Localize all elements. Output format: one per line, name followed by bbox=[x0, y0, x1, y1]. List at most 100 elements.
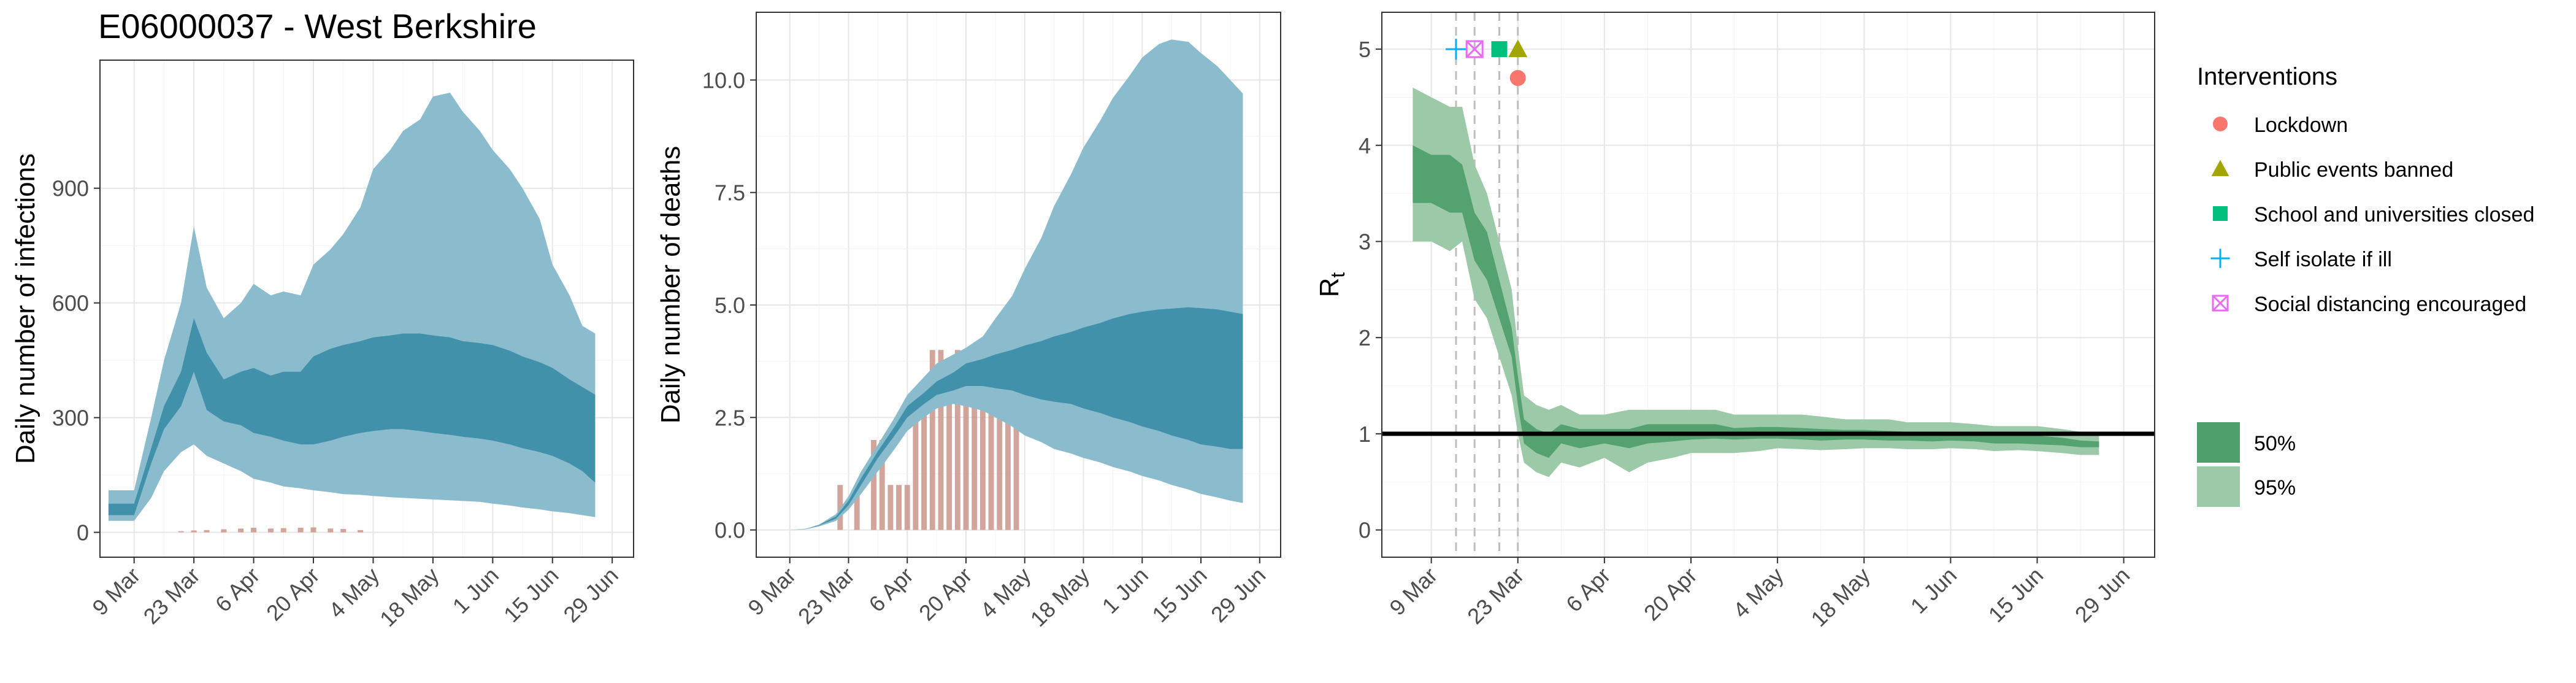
observed-bar bbox=[946, 395, 953, 530]
observed-bar bbox=[997, 350, 1003, 530]
legend-title: Interventions bbox=[2197, 63, 2337, 90]
panel-deaths-border bbox=[756, 12, 1281, 558]
observed-bar bbox=[954, 350, 960, 530]
figure-title: E06000037 - West Berkshire bbox=[98, 7, 537, 45]
x-tick-label: 1 Jun bbox=[1906, 563, 1961, 619]
x-tick-label: 9 Mar bbox=[1384, 563, 1442, 620]
legend-band-label: 95% bbox=[2254, 476, 2296, 500]
legend: Interventions Lockdown Public events bann… bbox=[2197, 63, 2534, 507]
observed-bar bbox=[267, 528, 274, 533]
x-tick-label: 29 Jun bbox=[558, 563, 623, 627]
y-tick-label: 10.0 bbox=[702, 68, 745, 93]
x-tick-label: 20 Apr bbox=[914, 563, 977, 626]
observed-bar bbox=[896, 485, 902, 530]
y-tick-label: 300 bbox=[52, 406, 89, 431]
marker-plus bbox=[1446, 39, 1466, 60]
x-tick-label: 20 Apr bbox=[1639, 563, 1702, 626]
panel-rt-x-axis: 9 Mar 23 Mar 6 Apr 20 Apr 4 May 18 May 1 Jun 15… bbox=[1384, 557, 2134, 631]
legend-band-swatch bbox=[2197, 466, 2240, 507]
panel-rt-y-label-sub: t bbox=[1327, 272, 1349, 278]
x-tick-label: 6 Apr bbox=[1561, 563, 1615, 617]
legend-item-label: Public events banned bbox=[2254, 158, 2453, 182]
x-tick-label: 23 Mar bbox=[1462, 563, 1528, 629]
band-50pct bbox=[764, 307, 1243, 530]
observed-bar bbox=[297, 528, 304, 533]
band-50pct bbox=[108, 318, 596, 515]
legend-band-swatch bbox=[2197, 422, 2240, 463]
y-tick-label: 3 bbox=[1359, 229, 1371, 254]
legend-icon-square bbox=[2213, 206, 2228, 221]
panel-rt-y-label: Rt bbox=[1314, 272, 1349, 298]
panel-rt-background bbox=[1382, 12, 2155, 557]
observed-bar bbox=[979, 395, 986, 530]
legend-item-label: Lockdown bbox=[2254, 114, 2348, 137]
y-tick-label: 5 bbox=[1359, 37, 1371, 62]
x-tick-label: 20 Apr bbox=[261, 563, 324, 626]
observed-bar bbox=[854, 485, 860, 530]
y-tick-label: 1 bbox=[1359, 422, 1371, 447]
marker-triangle bbox=[1508, 39, 1528, 58]
x-tick-label: 29 Jun bbox=[2070, 563, 2134, 627]
panel-infections-border bbox=[99, 60, 634, 558]
observed-bar bbox=[178, 531, 184, 533]
y-tick-label: 900 bbox=[52, 176, 89, 201]
legend-icon-triangle bbox=[2211, 160, 2229, 176]
observed-bar bbox=[921, 395, 927, 530]
observed-bar bbox=[280, 528, 286, 533]
panel-rt: 0 1 2 3 4 5 9 Mar 23 Mar 6 Apr 20 Apr 4 May 18 May… bbox=[1314, 12, 2155, 631]
observed-bar bbox=[204, 530, 210, 533]
observed-bar bbox=[310, 527, 316, 533]
y-tick-label: 0.0 bbox=[715, 518, 745, 543]
observed-bar bbox=[913, 395, 919, 530]
observed-bar bbox=[879, 439, 885, 530]
panel-rt-y-axis: 0 1 2 3 4 5 bbox=[1359, 37, 1382, 543]
legend-item-label: School and universities closed bbox=[2254, 203, 2534, 226]
panel-infections-bands bbox=[108, 93, 596, 521]
observed-bar bbox=[328, 528, 334, 533]
x-tick-label: 23 Mar bbox=[793, 563, 859, 629]
panel-rt-border bbox=[1381, 12, 2155, 558]
panel-rt-intervention-markers bbox=[1446, 39, 1528, 87]
observed-bar bbox=[340, 528, 347, 533]
legend-band-label: 50% bbox=[2254, 432, 2296, 455]
observed-bar bbox=[238, 528, 244, 533]
y-tick-label: 4 bbox=[1359, 133, 1371, 158]
observed-bar bbox=[938, 350, 944, 530]
x-tick-label: 29 Jun bbox=[1206, 563, 1270, 627]
x-tick-label: 6 Apr bbox=[864, 563, 918, 617]
panel-rt-bands bbox=[1413, 87, 2099, 477]
observed-bar bbox=[904, 485, 910, 530]
panel-infections-y-label: Daily number of infections bbox=[10, 153, 40, 464]
observed-bar bbox=[251, 528, 257, 533]
x-tick-label: 1 Jun bbox=[1097, 563, 1153, 619]
legend-bands: 50% 95% bbox=[2197, 422, 2296, 507]
y-tick-label: 0 bbox=[1359, 518, 1371, 543]
panel-rt-grid bbox=[1382, 12, 2155, 557]
x-tick-label: 18 May bbox=[375, 563, 443, 631]
legend-icon-boxed-x bbox=[2212, 295, 2229, 312]
x-tick-label: 23 Mar bbox=[139, 563, 205, 629]
y-tick-label: 0 bbox=[77, 520, 89, 546]
x-tick-label: 1 Jun bbox=[448, 563, 504, 619]
panel-deaths-y-label: Daily number of deaths bbox=[656, 146, 686, 423]
legend-icon-plus bbox=[2210, 249, 2230, 268]
observed-bar bbox=[191, 530, 197, 533]
observed-bar bbox=[1005, 350, 1011, 530]
x-tick-label: 15 Jun bbox=[499, 563, 563, 627]
panel-infections-observed-bars bbox=[178, 527, 364, 533]
x-tick-label: 9 Mar bbox=[87, 563, 145, 620]
legend-icon-circle bbox=[2213, 117, 2228, 131]
observed-bar bbox=[837, 485, 843, 530]
observed-bar bbox=[887, 485, 894, 530]
x-tick-label: 15 Jun bbox=[1984, 563, 2048, 627]
x-tick-label: 4 May bbox=[1728, 563, 1788, 623]
y-tick-label: 600 bbox=[52, 291, 89, 316]
observed-bar bbox=[988, 350, 994, 530]
observed-bar bbox=[358, 530, 364, 533]
x-tick-label: 18 May bbox=[1806, 563, 1874, 631]
legend-items: Lockdown Public events banned School and u… bbox=[2210, 114, 2534, 316]
marker-boxed-x bbox=[1465, 40, 1484, 58]
